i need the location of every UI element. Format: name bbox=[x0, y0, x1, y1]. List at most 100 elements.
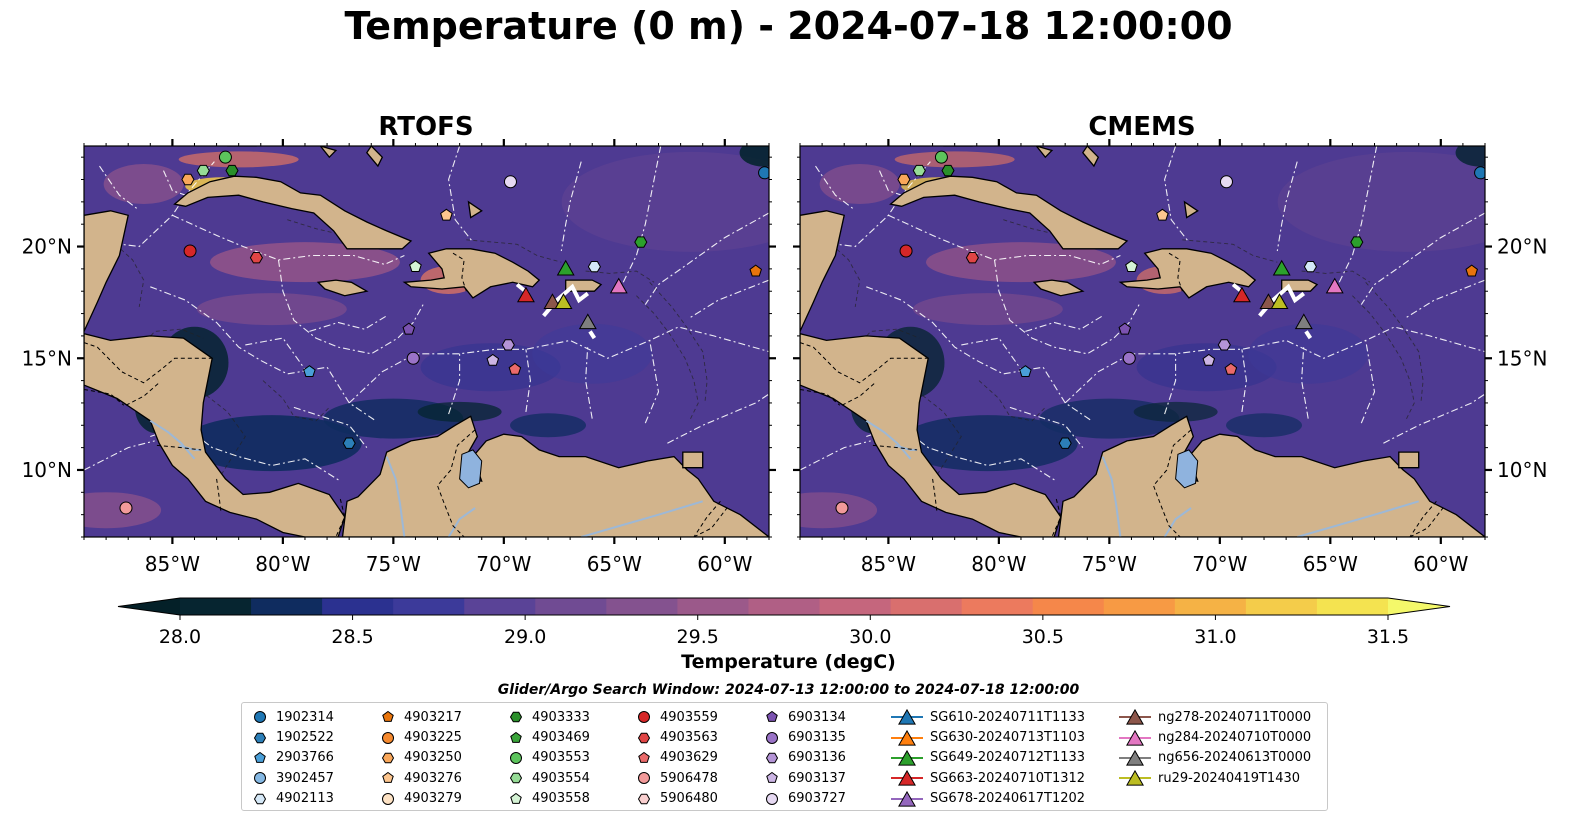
marker-4903558[interactable] bbox=[1125, 260, 1138, 272]
marker-4903217[interactable] bbox=[749, 264, 762, 277]
marker-4902113[interactable] bbox=[1303, 261, 1317, 273]
legend-item[interactable]: 6903137 bbox=[762, 768, 846, 788]
marker-1902314[interactable] bbox=[758, 166, 771, 180]
land-bahamas2 bbox=[365, 146, 384, 168]
legend-item[interactable]: SG678-20240617T1202 bbox=[890, 789, 1085, 809]
marker-4903553[interactable] bbox=[218, 150, 232, 164]
legend-item[interactable]: 4903469 bbox=[506, 727, 590, 747]
legend-item[interactable]: 6903727 bbox=[762, 789, 846, 809]
legend-item[interactable]: 5906480 bbox=[634, 789, 718, 809]
marker-4903559[interactable] bbox=[183, 244, 197, 258]
marker-ng656-20240613T0000[interactable] bbox=[1294, 313, 1313, 330]
marker-5906478[interactable] bbox=[119, 501, 133, 515]
marker-4902113[interactable] bbox=[587, 261, 601, 273]
marker-6903135[interactable] bbox=[406, 351, 420, 365]
marker-2903766[interactable] bbox=[303, 365, 316, 377]
marker-4903276[interactable] bbox=[1156, 208, 1169, 221]
legend-item[interactable]: SG663-20240710T1312 bbox=[890, 768, 1085, 788]
legend-item[interactable]: 1902314 bbox=[250, 707, 334, 727]
legend-item[interactable]: ng284-20240710T0000 bbox=[1118, 727, 1311, 747]
legend-item[interactable]: 4903276 bbox=[378, 768, 462, 788]
marker-4903554[interactable] bbox=[196, 164, 210, 177]
marker-ru29-20240419T1430[interactable] bbox=[1270, 293, 1289, 309]
marker-SG663-20240710T1312[interactable] bbox=[516, 286, 535, 303]
legend-column: ng278-20240711T0000 ng284-20240710T0000 ng… bbox=[1118, 707, 1311, 789]
eez-boundary bbox=[1164, 146, 1190, 243]
marker-4903553[interactable] bbox=[934, 150, 948, 164]
legend-item[interactable]: ru29-20240419T1430 bbox=[1118, 768, 1311, 788]
legend-item[interactable]: 4903250 bbox=[378, 748, 462, 768]
marker-6903136[interactable] bbox=[501, 339, 515, 351]
marker-4903554[interactable] bbox=[912, 164, 926, 177]
marker-1902522[interactable] bbox=[1058, 437, 1072, 449]
legend-item[interactable]: 5906478 bbox=[634, 768, 718, 788]
legend-item[interactable]: 3902457 bbox=[250, 768, 334, 788]
marker-4903629[interactable] bbox=[1224, 362, 1238, 375]
legend-item[interactable]: ng656-20240613T0000 bbox=[1118, 748, 1311, 768]
marker-6903134[interactable] bbox=[402, 322, 416, 335]
marker-6903135[interactable] bbox=[1122, 351, 1136, 365]
marker-6903134[interactable] bbox=[1118, 322, 1132, 335]
marker-SG649-20240712T1133[interactable] bbox=[1272, 259, 1291, 276]
legend-marker-icon bbox=[1119, 729, 1151, 746]
marker-4903217[interactable] bbox=[1465, 264, 1478, 277]
marker-ng656-20240613T0000[interactable] bbox=[578, 313, 597, 330]
legend-item[interactable]: ng278-20240711T0000 bbox=[1118, 707, 1311, 727]
marker-4903333[interactable] bbox=[225, 164, 239, 177]
marker-6903136[interactable] bbox=[1217, 339, 1231, 351]
marker-4903563[interactable] bbox=[965, 252, 979, 264]
legend-item[interactable]: 4903559 bbox=[634, 707, 718, 727]
marker-SG663-20240710T1312[interactable] bbox=[1232, 286, 1251, 303]
legend-item[interactable]: 6903135 bbox=[762, 727, 846, 747]
marker-4903469[interactable] bbox=[1350, 236, 1364, 248]
marker-4903559[interactable] bbox=[899, 244, 913, 258]
marker-6903727[interactable] bbox=[1219, 175, 1233, 189]
marker-4903250[interactable] bbox=[897, 173, 911, 186]
river bbox=[447, 507, 476, 537]
marker-SG649-20240712T1133[interactable] bbox=[556, 259, 575, 276]
marker-ru29-20240419T1430[interactable] bbox=[554, 293, 573, 309]
marker-4903333[interactable] bbox=[941, 164, 955, 177]
marker-4903558[interactable] bbox=[409, 260, 422, 272]
legend-item[interactable]: 4902113 bbox=[250, 789, 334, 809]
legend-item[interactable]: SG630-20240713T1103 bbox=[890, 727, 1085, 747]
marker-1902522[interactable] bbox=[342, 437, 356, 449]
marker-1902314[interactable] bbox=[1474, 166, 1487, 180]
marker-ng278-20240711T0000[interactable] bbox=[1259, 293, 1278, 309]
legend-item[interactable]: 4903279 bbox=[378, 789, 462, 809]
legend-item[interactable]: SG649-20240712T1133 bbox=[890, 748, 1085, 768]
legend-item[interactable]: 4903629 bbox=[634, 748, 718, 768]
marker-ng278-20240711T0000[interactable] bbox=[543, 293, 562, 309]
legend-item[interactable]: 4903563 bbox=[634, 727, 718, 747]
marker-4903250[interactable] bbox=[181, 173, 195, 186]
legend-label: 4903559 bbox=[660, 709, 718, 725]
marker-ng284-20240710T0000[interactable] bbox=[1325, 277, 1344, 294]
legend-item[interactable]: 4903217 bbox=[378, 707, 462, 727]
map-panel-rtofs[interactable]: 85°W 80°W 75°W 70°W 65°W 60°W 20°N 15°N 10°N bbox=[22, 139, 822, 576]
marker-4903469[interactable] bbox=[634, 236, 648, 248]
legend-item[interactable]: 6903136 bbox=[762, 748, 846, 768]
legend-label: 6903135 bbox=[788, 730, 846, 746]
legend-item[interactable]: 4903553 bbox=[506, 748, 590, 768]
legend-item[interactable]: SG610-20240711T1133 bbox=[890, 707, 1085, 727]
marker-6903137[interactable] bbox=[486, 353, 500, 366]
legend-item[interactable]: 4903554 bbox=[506, 768, 590, 788]
figure-title: Temperature (0 m) - 2024-07-18 12:00:00 bbox=[344, 4, 1233, 48]
marker-4903563[interactable] bbox=[249, 252, 263, 264]
legend-item[interactable]: 6903134 bbox=[762, 707, 846, 727]
legend-item[interactable]: 4903558 bbox=[506, 789, 590, 809]
legend-item[interactable]: 1902522 bbox=[250, 727, 334, 747]
temperature-patch bbox=[1248, 323, 1369, 384]
marker-4903276[interactable] bbox=[440, 208, 453, 221]
colorbar: 28.0 28.5 29.0 29.5 30.0 30.5 31.0 31.5 bbox=[117, 597, 1451, 648]
marker-6903727[interactable] bbox=[503, 175, 517, 189]
legend-item[interactable]: 2903766 bbox=[250, 748, 334, 768]
map-panel-cmems[interactable]: 85°W 80°W 75°W 70°W 65°W 60°W 20°N 15°N 10°N bbox=[767, 139, 1547, 576]
legend-item[interactable]: 4903225 bbox=[378, 727, 462, 747]
marker-ng284-20240710T0000[interactable] bbox=[609, 277, 628, 294]
legend-item[interactable]: 4903333 bbox=[506, 707, 590, 727]
marker-4903629[interactable] bbox=[508, 362, 522, 375]
marker-5906478[interactable] bbox=[835, 501, 849, 515]
marker-6903137[interactable] bbox=[1202, 353, 1216, 366]
marker-2903766[interactable] bbox=[1019, 365, 1032, 377]
